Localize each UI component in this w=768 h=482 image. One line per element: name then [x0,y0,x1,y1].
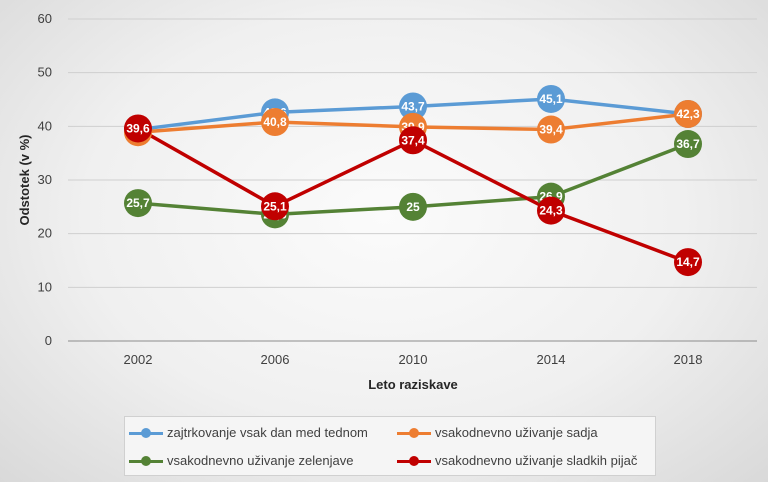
y-tick-label: 50 [38,65,52,80]
data-point [399,92,427,121]
data-point [124,114,152,143]
legend-swatch-sweet-drinks [397,455,431,466]
legend-label-breakfast: zajtrkovanje vsak dan med tednom [167,425,368,440]
data-label: 40,8 [263,115,287,129]
series-markers: 39,442,643,745,142,338,940,839,939,442,3… [124,84,702,277]
data-point [674,99,702,128]
x-tick-label: 2014 [537,352,566,367]
legend-swatch-fruit [397,427,431,438]
y-tick-label: 10 [38,279,52,294]
legend-item-vegetables: vsakodnevno uživanje zelenjave [129,453,353,468]
y-tick-label: 40 [38,118,52,133]
y-tick-label: 60 [38,11,52,26]
data-label: 39,6 [126,121,150,135]
legend-item-sweet-drinks: vsakodnevno uživanje sladkih pijač [397,453,637,468]
data-label: 25 [406,200,420,214]
x-tick-label: 2006 [261,352,290,367]
x-axis-title: Leto raziskave [368,377,458,392]
y-tick-label: 20 [38,226,52,241]
data-label: 37,4 [401,133,425,147]
legend-item-breakfast: zajtrkovanje vsak dan med tednom [129,425,368,440]
data-point [537,196,565,225]
y-axis: 0 10 20 30 40 50 60 [38,11,52,348]
x-tick-label: 2010 [399,352,428,367]
data-point [399,126,427,155]
data-point [674,130,702,159]
data-label: 43,7 [401,99,425,113]
legend-label-vegetables: vsakodnevno uživanje zelenjave [167,453,354,468]
y-axis-title: Odstotek (v %) [17,134,32,225]
data-point [399,192,427,221]
gridlines [68,18,757,342]
data-point [537,84,565,113]
legend-swatch-vegetables [129,455,163,466]
data-label: 45,1 [539,92,563,106]
x-tick-label: 2002 [124,352,153,367]
data-point [261,192,289,221]
legend-label-fruit: vsakodnevno uživanje sadja [435,425,598,440]
data-label: 24,3 [539,204,563,218]
data-point [674,248,702,277]
x-axis: 2002 2006 2010 2014 2018 [124,352,703,367]
legend-swatch-breakfast [129,427,163,438]
data-label: 36,7 [676,137,700,151]
data-point [261,108,289,137]
legend-item-fruit: vsakodnevno uživanje sadja [397,425,598,440]
data-label: 25,1 [263,199,287,213]
data-point [124,189,152,218]
x-tick-label: 2018 [674,352,703,367]
legend: zajtrkovanje vsak dan med tednom vsakodn… [124,416,656,476]
y-tick-label: 0 [45,333,52,348]
data-label: 25,7 [126,196,150,210]
legend-label-sweet-drinks: vsakodnevno uživanje sladkih pijač [435,453,638,468]
data-label: 42,3 [676,107,700,121]
data-label: 14,7 [676,255,700,269]
y-tick-label: 30 [38,172,52,187]
data-label: 39,4 [539,123,563,137]
data-point [537,115,565,144]
